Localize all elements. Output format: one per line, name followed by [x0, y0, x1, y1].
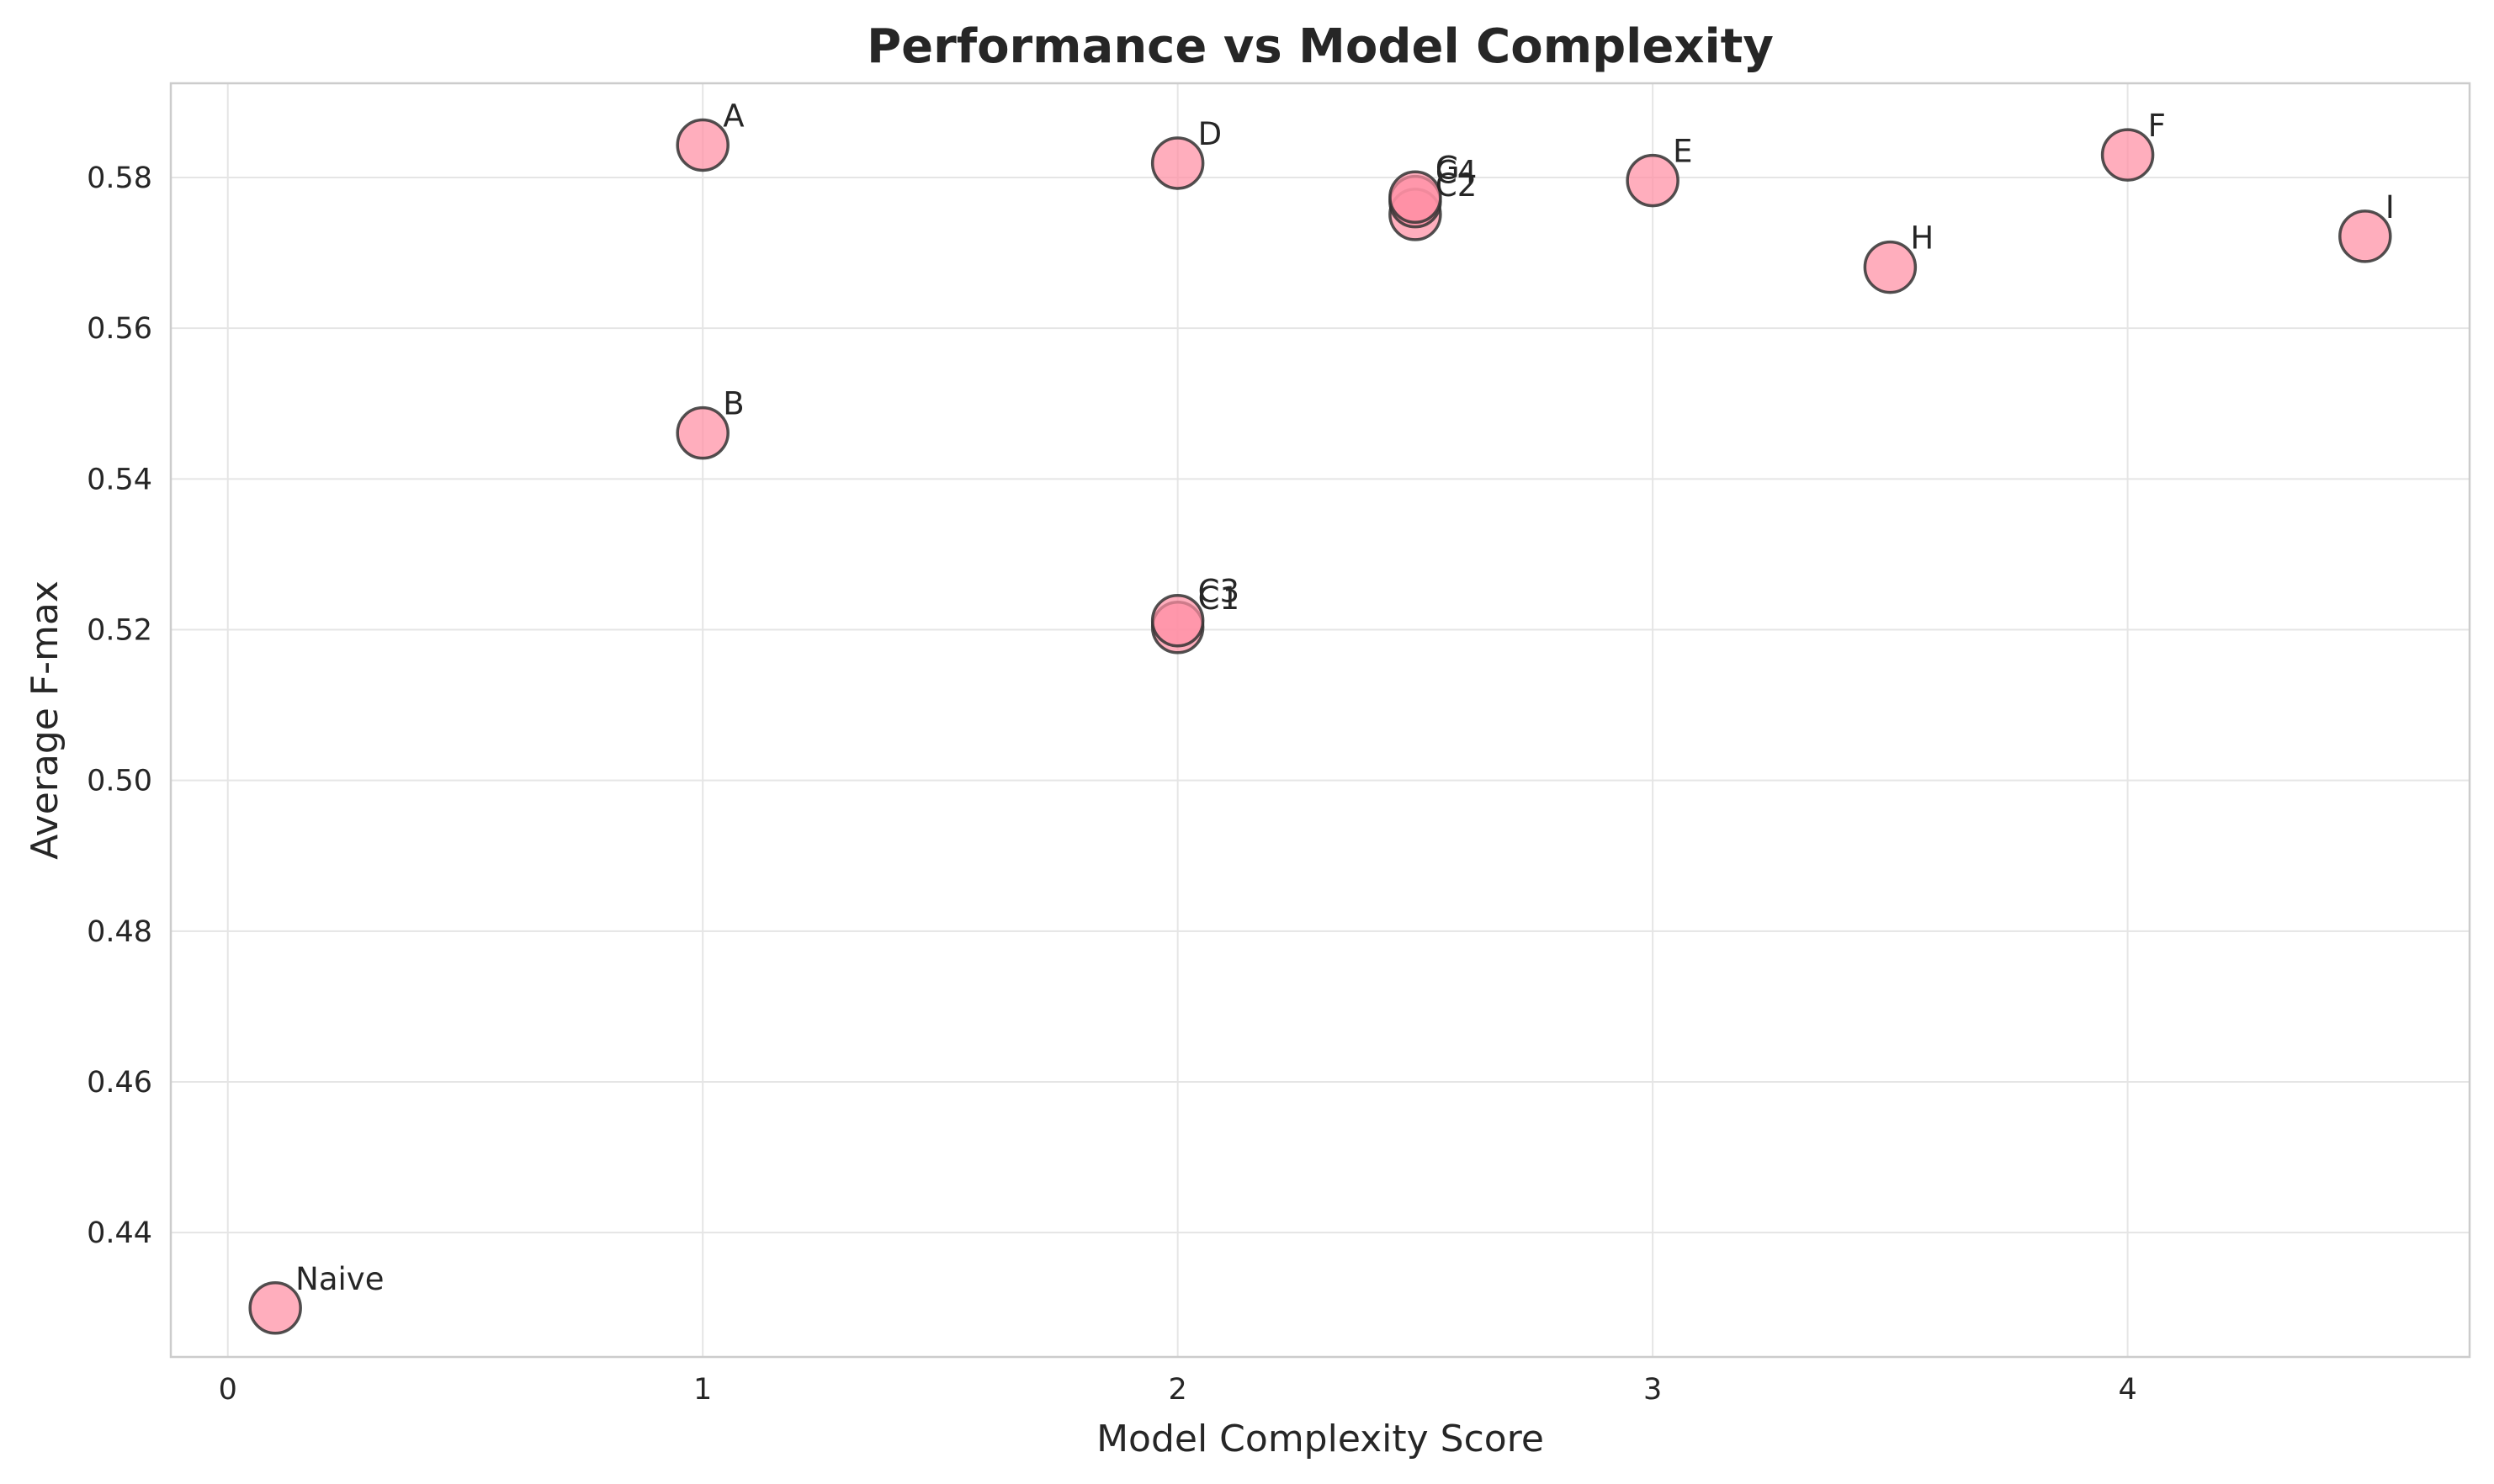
- data-point: [1150, 136, 1205, 190]
- y-tick-label: 0.44: [87, 1216, 152, 1250]
- point-label: H: [1910, 220, 1934, 257]
- data-point: [2338, 209, 2392, 263]
- point-label: C2: [1435, 167, 1477, 204]
- data-point: [1863, 240, 1918, 294]
- data-point: [2100, 128, 2155, 182]
- y-tick-label: 0.50: [87, 765, 152, 798]
- data-point: [1150, 593, 1205, 648]
- x-axis-ticks: 0 1 2 3 4: [219, 1373, 2137, 1407]
- y-axis-ticks: 0.44 0.46 0.48 0.50 0.52 0.54 0.56 0.58: [87, 162, 152, 1250]
- y-tick-label: 0.58: [87, 162, 152, 195]
- point-label: D: [1198, 116, 1223, 152]
- point-label: B: [723, 386, 744, 422]
- point-label: Naive: [295, 1261, 384, 1297]
- x-tick-label: 4: [2118, 1373, 2136, 1407]
- y-tick-label: 0.48: [87, 915, 152, 949]
- data-point: [248, 1281, 302, 1335]
- y-tick-label: 0.54: [87, 463, 152, 496]
- point-label: C1: [1198, 580, 1239, 617]
- data-points: [248, 118, 2392, 1335]
- grid: [171, 83, 2470, 1357]
- y-tick-label: 0.46: [87, 1066, 152, 1100]
- y-tick-label: 0.56: [87, 312, 152, 346]
- x-tick-label: 1: [693, 1373, 712, 1407]
- x-tick-label: 0: [219, 1373, 237, 1407]
- point-label: E: [1673, 134, 1692, 170]
- plot-frame: [169, 82, 2471, 1359]
- x-tick-label: 3: [1643, 1373, 1662, 1407]
- x-axis-label: Model Complexity Score: [1096, 1418, 1544, 1460]
- data-point: [1626, 153, 1679, 208]
- point-label: I: [2385, 189, 2395, 225]
- data-point: [676, 118, 730, 172]
- y-tick-label: 0.52: [87, 613, 152, 647]
- data-point: [676, 405, 730, 460]
- point-label: A: [723, 98, 744, 134]
- point-label: G: [1435, 150, 1460, 186]
- x-tick-label: 2: [1169, 1373, 1187, 1407]
- y-axis-label: Average F-max: [24, 580, 66, 860]
- point-label: F: [2148, 108, 2166, 144]
- point-label: C3: [1198, 574, 1239, 610]
- point-label: C4: [1435, 155, 1477, 191]
- chart-title: Performance vs Model Complexity: [867, 19, 1774, 74]
- data-point: [1388, 170, 1442, 225]
